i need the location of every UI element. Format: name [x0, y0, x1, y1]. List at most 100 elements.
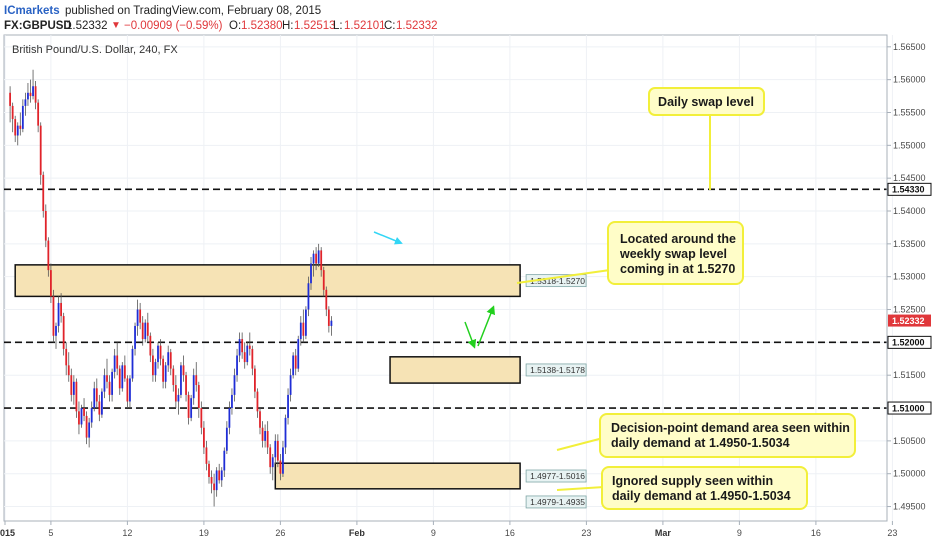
annotation-daily-swap-level: Daily swap level [648, 87, 765, 190]
candle-body [261, 427, 264, 441]
time-tick-label: 5 [48, 528, 53, 538]
candle-body [39, 125, 42, 175]
zone-rect [274, 462, 521, 490]
candle-body [322, 270, 325, 290]
time-axis[interactable]: 2015 5 12 19 26 Feb 9 16 23 Mar 9 16 23 [0, 520, 897, 538]
price-axis[interactable]: 1.56500 1.56000 1.55500 1.55000 1.54500 1.540… [886, 35, 932, 521]
candle-body [134, 325, 136, 349]
candle-body [246, 345, 249, 363]
candle-body [269, 447, 272, 468]
zone-label: 1.4979-1.4935 [530, 497, 585, 507]
zone-rect [14, 264, 521, 298]
candle-body [129, 378, 131, 402]
candle-body [27, 92, 29, 100]
candle-body [284, 417, 287, 448]
level-price-label: 1.54330 [892, 185, 925, 195]
candle-body [310, 263, 312, 284]
price-tick-label: 1.53000 [893, 272, 926, 282]
candle-body [195, 375, 198, 386]
price-tick-label: 1.56500 [893, 42, 926, 52]
candle-body [251, 348, 254, 369]
candle-body [233, 375, 236, 395]
level-price-box [887, 182, 932, 196]
zone-label-box [525, 495, 587, 509]
candle-body [231, 394, 233, 409]
level-price-label: 1.51000 [892, 403, 925, 413]
candle-body [146, 322, 149, 336]
candle-body [159, 345, 162, 359]
candle-body [182, 365, 185, 376]
high-label: H: [282, 20, 294, 32]
candle-body [297, 339, 300, 369]
open-label: O: [229, 20, 242, 32]
candle-body [62, 316, 65, 349]
price-tick-label: 1.51500 [893, 370, 926, 380]
candle-body [292, 355, 295, 376]
candle-body [228, 408, 231, 428]
candle-body [197, 385, 200, 409]
candle-body [315, 253, 317, 264]
open-value: 1.52380 [241, 20, 283, 32]
green-arrow-up [477, 305, 495, 347]
candle-body [276, 440, 279, 461]
candle-body [271, 457, 274, 468]
price-tick-label: 1.56000 [893, 75, 926, 85]
candle-body [11, 105, 14, 120]
annotation-ignored-line-2: daily demand at 1.4950-1.5034 [612, 489, 791, 503]
time-tick-label: 26 [275, 528, 285, 538]
zone-label: 1.5138-1.5178 [530, 365, 585, 375]
candle-body [192, 375, 195, 399]
candle-body [75, 381, 78, 412]
candle-body [317, 250, 320, 264]
candle-body [289, 375, 292, 395]
candle-body [21, 105, 24, 129]
candle-body [123, 365, 126, 379]
candle-body [118, 368, 121, 389]
candle-body [330, 320, 333, 326]
candle-body [223, 450, 226, 471]
candle-body [259, 411, 261, 428]
publisher-name[interactable]: ICmarkets [4, 5, 60, 17]
zone-label: 1.5318-1.5270 [530, 276, 585, 286]
candle-body [213, 483, 215, 491]
candle-body [72, 381, 75, 395]
candle-body [139, 309, 142, 323]
supply-demand-zones: 1.5318-1.5270 1.5138-1.5178 1.4977-1.5016 1… [14, 264, 587, 509]
candle-body [65, 348, 68, 366]
candle-body [154, 362, 157, 376]
candle-body [116, 355, 119, 369]
candle-body [157, 345, 159, 363]
level-price-box [887, 335, 932, 349]
low-value: 1.52101 [344, 20, 386, 32]
down-arrow-icon: ▼ [111, 20, 121, 31]
candle-body [19, 125, 22, 129]
price-tick-label: 1.52500 [893, 305, 926, 315]
candle-body [241, 339, 244, 353]
candle-body [16, 125, 19, 136]
time-tick-label: 16 [505, 528, 515, 538]
candle-body [113, 355, 116, 372]
time-tick-label: 16 [811, 528, 821, 538]
candlesticks [9, 69, 333, 507]
candle-body [95, 388, 98, 402]
candle-body [327, 309, 330, 326]
cyan-arrow [373, 231, 403, 245]
annotation-weekly-line-1: Located around the [620, 232, 736, 246]
candle-body [238, 339, 241, 356]
published-text: published on TradingView.com, February 0… [65, 5, 322, 17]
annotation-daily-swap-text: Daily swap level [658, 95, 754, 109]
annotation-weekly-line-3: coming in at 1.5270 [620, 262, 735, 276]
candle-body [136, 309, 139, 326]
green-arrow-down [464, 321, 477, 349]
candle-body [203, 427, 205, 448]
candle-body [60, 302, 62, 317]
candle-body [307, 283, 310, 310]
candle-body [180, 365, 182, 395]
candle-body [254, 368, 256, 392]
annotation-decision-point: Decision-point demand area seen within d… [556, 413, 856, 458]
candle-body [57, 302, 60, 326]
level-price-box [887, 401, 932, 415]
candle-body [218, 470, 221, 481]
candle-body [282, 447, 284, 474]
